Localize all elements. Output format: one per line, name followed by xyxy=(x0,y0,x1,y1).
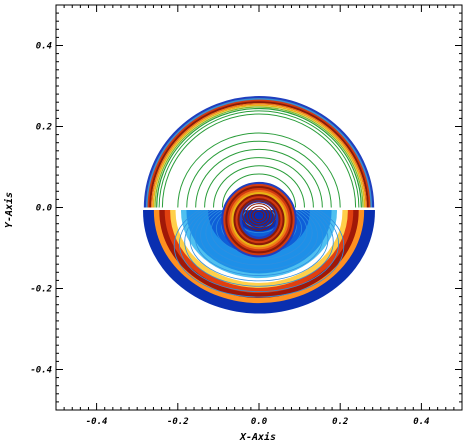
inner-ring-contour xyxy=(237,198,281,242)
inner-ring-contour xyxy=(221,181,297,258)
x-tick-label: 0.4 xyxy=(413,417,429,427)
upper-inner-contour-line xyxy=(186,140,332,208)
plot-area xyxy=(143,96,375,314)
inner-ring-contour xyxy=(223,183,295,256)
lower-contour-line xyxy=(205,210,313,266)
upper-contour-line xyxy=(147,99,371,208)
inner-core-contour xyxy=(247,205,271,226)
upper-inner-contour-line xyxy=(195,148,323,208)
upper-half-line-contours xyxy=(143,96,375,208)
upper-contour-line xyxy=(149,101,369,208)
inner-ring-contour xyxy=(233,194,285,246)
upper-inner-contour-line xyxy=(204,157,314,208)
upper-contour-line xyxy=(151,103,367,208)
x-tick-label: -0.4 xyxy=(86,417,108,427)
upper-contour-line xyxy=(152,104,366,208)
y-axis-title: Y-Axis xyxy=(3,192,15,228)
inner-ring-contour xyxy=(235,196,283,244)
y-tick-label: -0.2 xyxy=(30,285,52,295)
upper-contour-line xyxy=(158,110,360,208)
inner-ring-contour xyxy=(229,190,289,250)
x-tick-label: -0.2 xyxy=(167,417,189,427)
x-tick-label: 0.2 xyxy=(332,417,348,427)
upper-contour-line xyxy=(161,113,357,208)
axis-ticks xyxy=(55,4,463,411)
x-tick-label: 0.0 xyxy=(251,417,268,427)
lower-contour-line xyxy=(184,210,334,287)
y-tick-label: 0.4 xyxy=(36,42,52,52)
inner-core-contour xyxy=(245,203,273,229)
lower-contour-line xyxy=(194,210,324,276)
upper-contour-line xyxy=(154,106,364,208)
lower-contour-line xyxy=(173,210,345,298)
inner-core-contour xyxy=(250,208,268,224)
y-tick-label: 0.2 xyxy=(36,123,52,133)
inner-ring-contour xyxy=(225,185,293,254)
inner-ring-contour xyxy=(231,192,287,248)
inner-core-contour xyxy=(242,200,276,231)
inner-ring-contours xyxy=(221,181,297,258)
plot-frame xyxy=(55,4,463,411)
lower-contour-line xyxy=(189,210,329,282)
upper-contour-line xyxy=(143,96,375,208)
upper-inner-contour-line xyxy=(177,132,341,208)
lower-contour-line xyxy=(179,210,339,293)
y-tick-labels: -0.4 -0.2 0.0 0.2 0.4 xyxy=(30,42,52,376)
lower-contour-band xyxy=(251,210,267,218)
y-tick-label: 0.0 xyxy=(36,204,53,214)
upper-contour-line xyxy=(156,107,362,208)
y-tick-label: -0.4 xyxy=(30,366,52,376)
x-tick-labels: -0.4 -0.2 0.0 0.2 0.4 xyxy=(86,417,430,427)
x-axis-title: X-Axis xyxy=(239,431,276,443)
inner-core-contour xyxy=(253,210,265,221)
inner-ring-contour xyxy=(227,187,291,252)
upper-contour-line xyxy=(145,98,373,208)
upper-inner-contour-line xyxy=(221,173,297,208)
lower-contour-line xyxy=(210,210,308,260)
upper-inner-contour-line xyxy=(213,165,305,208)
lower-contour-line xyxy=(200,210,318,271)
